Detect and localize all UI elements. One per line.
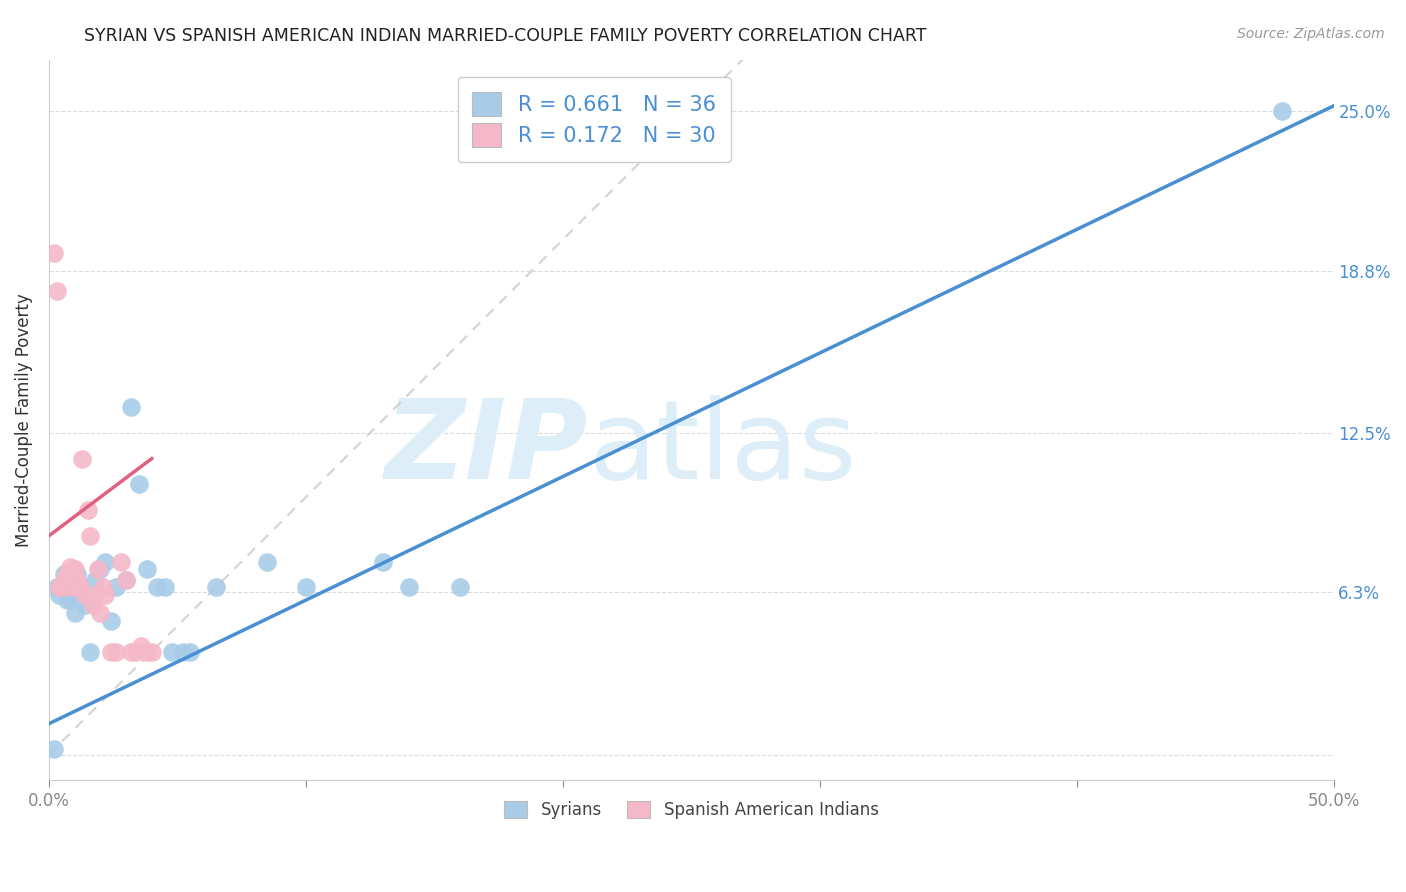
Point (60, 580, 83, 594)
Point (48, 580, 70, 594)
Point (120, 644, 142, 658)
Point (104, 580, 127, 594)
Point (100, 614, 122, 628)
Point (82, 599, 104, 613)
Point (69, 577, 91, 591)
Point (179, 644, 201, 658)
Point (45, 580, 67, 594)
Point (87, 562, 110, 576)
Y-axis label: Married-Couple Family Poverty: Married-Couple Family Poverty (15, 293, 32, 547)
Point (162, 644, 184, 658)
Point (76, 593, 98, 607)
Point (100, 644, 122, 658)
Point (72, 451, 94, 466)
Point (63, 562, 86, 576)
Point (84, 588, 107, 602)
Point (53, 567, 76, 582)
Point (104, 644, 127, 658)
Point (42, 245, 65, 260)
Point (141, 644, 163, 658)
Point (73, 599, 96, 613)
Point (398, 580, 420, 594)
Point (79, 644, 101, 658)
Point (115, 573, 138, 587)
Point (115, 573, 138, 587)
Point (66, 567, 89, 582)
Point (56, 567, 79, 582)
Point (84, 573, 107, 587)
Point (125, 644, 148, 658)
Point (53, 573, 76, 587)
Legend: Syrians, Spanish American Indians: Syrians, Spanish American Indians (498, 795, 886, 826)
Point (73, 588, 96, 602)
Text: ZIP: ZIP (385, 395, 589, 502)
Point (72, 588, 94, 602)
Point (58, 559, 80, 574)
Point (69, 580, 91, 594)
Point (51, 580, 73, 594)
Point (120, 400, 142, 414)
Point (128, 477, 150, 491)
Point (110, 555, 132, 569)
Point (48, 588, 70, 602)
Point (94, 588, 117, 602)
Point (1271, 104, 1294, 119)
Point (56, 593, 79, 607)
Point (58, 575, 80, 590)
Point (89, 562, 111, 576)
Text: Source: ZipAtlas.com: Source: ZipAtlas.com (1237, 27, 1385, 41)
Point (42, 742, 65, 756)
Point (66, 573, 89, 587)
Text: SYRIAN VS SPANISH AMERICAN INDIAN MARRIED-COUPLE FAMILY POVERTY CORRELATION CHAR: SYRIAN VS SPANISH AMERICAN INDIAN MARRIE… (84, 27, 927, 45)
Point (172, 644, 194, 658)
Text: atlas: atlas (589, 395, 858, 502)
Point (371, 555, 394, 569)
Point (256, 555, 278, 569)
Point (153, 580, 176, 594)
Point (94, 555, 117, 569)
Point (295, 580, 318, 594)
Point (79, 529, 101, 543)
Point (135, 644, 157, 658)
Point (63, 606, 86, 620)
Point (131, 640, 153, 654)
Point (60, 593, 83, 607)
Point (89, 606, 111, 620)
Point (51, 580, 73, 594)
Point (205, 580, 228, 594)
Point (135, 562, 157, 576)
Point (449, 580, 471, 594)
Point (146, 580, 169, 594)
Point (76, 503, 98, 517)
Point (45, 285, 67, 299)
Point (91, 580, 114, 594)
